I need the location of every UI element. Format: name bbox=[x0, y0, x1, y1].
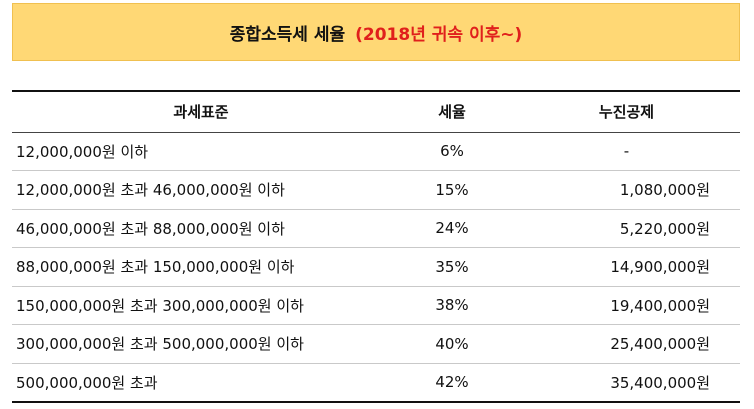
tax-rate-cell: 35% bbox=[435, 257, 469, 276]
table-row: 88,000,000원 초과 150,000,000원 이하 35% 14,90… bbox=[12, 248, 740, 286]
tax-base-cell: 500,000,000원 초과 bbox=[16, 373, 158, 392]
table-row: 46,000,000원 초과 88,000,000원 이하 24% 5,220,… bbox=[12, 209, 740, 248]
tax-base-cell: 150,000,000원 초과 300,000,000원 이하 bbox=[16, 296, 304, 315]
tax-base-cell: 300,000,000원 초과 500,000,000원 이하 bbox=[16, 335, 304, 354]
tax-base-cell: 12,000,000원 초과 46,000,000원 이하 bbox=[16, 181, 285, 200]
deduction-cell: 25,400,000원 bbox=[610, 335, 710, 354]
deduction-cell: 35,400,000원 bbox=[610, 373, 710, 392]
table-header-row: 과세표준 세율 누진공제 bbox=[12, 91, 740, 132]
tax-rate-cell: 38% bbox=[435, 296, 469, 315]
tax-rate-table: 과세표준 세율 누진공제 12,000,000원 이하 6% - 12,000,… bbox=[12, 90, 740, 403]
tax-base-cell: 46,000,000원 초과 88,000,000원 이하 bbox=[16, 219, 285, 238]
table-row: 150,000,000원 초과 300,000,000원 이하 38% 19,4… bbox=[12, 286, 740, 325]
tax-rate-cell: 6% bbox=[440, 142, 464, 161]
tax-rate-cell: 40% bbox=[435, 334, 469, 353]
table-row: 12,000,000원 초과 46,000,000원 이하 15% 1,080,… bbox=[12, 171, 740, 209]
table-row: 500,000,000원 초과 42% 35,400,000원 bbox=[12, 363, 740, 402]
tax-rate-cell: 15% bbox=[435, 180, 469, 199]
tax-rate-cell: 24% bbox=[435, 219, 469, 238]
header-tax-rate: 세율 bbox=[438, 103, 466, 122]
header-tax-base: 과세표준 bbox=[173, 103, 229, 122]
tax-base-cell: 12,000,000원 이하 bbox=[16, 142, 149, 161]
page-title: 종합소득세 세율 bbox=[229, 24, 346, 45]
table-row: 300,000,000원 초과 500,000,000원 이하 40% 25,4… bbox=[12, 325, 740, 363]
title-banner: 종합소득세 세율 (2018년 귀속 이후~) bbox=[12, 3, 740, 61]
deduction-cell: 1,080,000원 bbox=[619, 181, 710, 200]
header-progressive-deduction: 누진공제 bbox=[598, 103, 655, 122]
table-row: 12,000,000원 이하 6% - bbox=[12, 132, 740, 171]
title-period-note: (2018년 귀속 이후~) bbox=[355, 24, 523, 45]
tax-rate-cell: 42% bbox=[435, 373, 469, 391]
tax-base-cell: 88,000,000원 초과 150,000,000원 이하 bbox=[16, 258, 295, 277]
deduction-cell: 19,400,000원 bbox=[610, 296, 710, 315]
deduction-cell: - bbox=[623, 142, 630, 161]
deduction-cell: 14,900,000원 bbox=[610, 258, 710, 277]
deduction-cell: 5,220,000원 bbox=[619, 219, 710, 238]
